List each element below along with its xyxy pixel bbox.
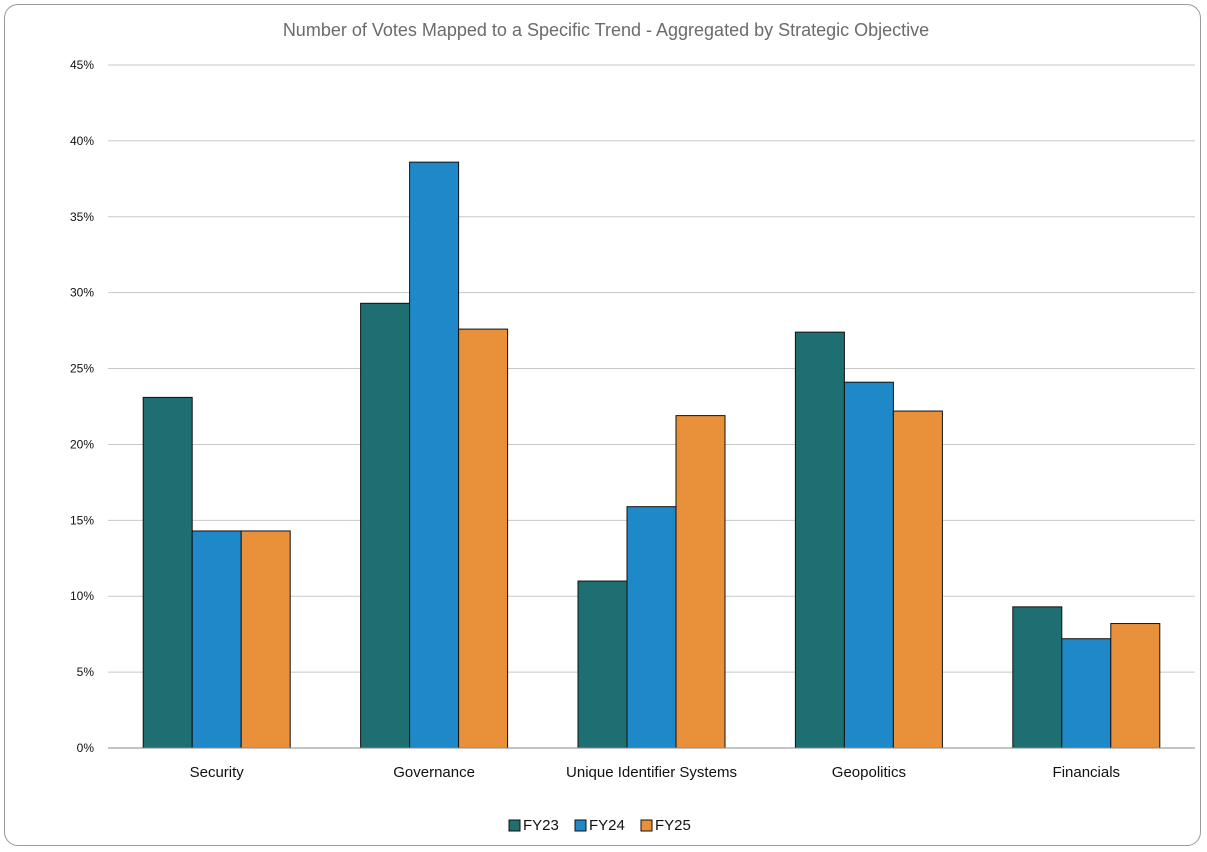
legend-swatch-fy23 xyxy=(508,819,521,832)
bar-fy23-1 xyxy=(360,302,411,749)
bar-fy25-0 xyxy=(240,530,291,749)
bar-fy24-4 xyxy=(1061,638,1112,749)
bar-fy23-3 xyxy=(794,331,845,749)
y-tick-label: 5% xyxy=(77,665,95,679)
bar-fy23-0 xyxy=(142,396,193,749)
category-labels: Security Governance Unique Identifier Syst… xyxy=(190,764,1120,781)
category-label: Security xyxy=(190,764,245,781)
bar-fy25-1 xyxy=(458,328,509,749)
y-tick-label: 40% xyxy=(70,134,94,148)
category-label: Geopolitics xyxy=(832,764,906,781)
y-tick-label: 20% xyxy=(70,437,94,451)
category-label: Unique Identifier Systems xyxy=(566,764,737,781)
bar-fy23-4 xyxy=(1012,606,1063,749)
legend-label-fy23: FY23 xyxy=(523,817,559,834)
y-tick-label: 35% xyxy=(70,210,94,224)
chart-title: Number of Votes Mapped to a Specific Tre… xyxy=(283,20,929,40)
bar-fy25-3 xyxy=(892,410,943,749)
y-tick-label: 10% xyxy=(70,589,94,603)
legend-swatch-fy24 xyxy=(574,819,587,832)
category-label: Governance xyxy=(393,764,475,781)
y-tick-label: 25% xyxy=(70,362,94,376)
y-tick-label: 45% xyxy=(70,58,94,72)
bar-fy24-1 xyxy=(409,161,460,749)
bar-fy25-4 xyxy=(1110,623,1161,749)
y-axis-ticks: 0% 5% 10% 15% 20% 25% 30% 35% 40% 45% xyxy=(70,58,94,755)
y-tick-label: 0% xyxy=(77,741,95,755)
bar-fy24-2 xyxy=(626,506,677,749)
y-tick-label: 30% xyxy=(70,286,94,300)
legend-swatch-fy25 xyxy=(640,819,653,832)
bar-fy24-3 xyxy=(843,381,894,749)
bar-fy25-2 xyxy=(675,415,726,749)
legend-label-fy24: FY24 xyxy=(589,817,625,834)
category-label: Financials xyxy=(1053,764,1121,781)
bars xyxy=(142,161,1161,749)
bar-fy24-0 xyxy=(191,530,242,749)
bar-fy23-2 xyxy=(577,580,628,749)
legend: FY23 FY24 FY25 xyxy=(508,817,691,834)
legend-label-fy25: FY25 xyxy=(655,817,691,834)
y-tick-label: 15% xyxy=(70,513,94,527)
